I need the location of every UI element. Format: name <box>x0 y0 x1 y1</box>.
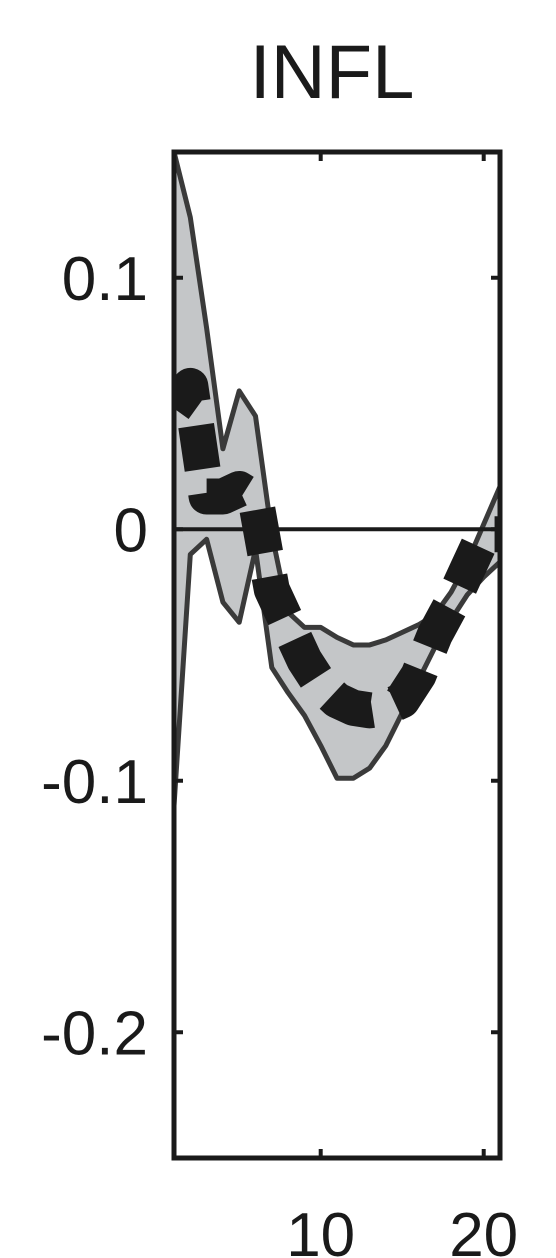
series-group <box>174 152 500 807</box>
y-tick-label: -0.2 <box>41 999 148 1068</box>
x-tick-label: 20 <box>449 1201 518 1258</box>
chart-title: INFL <box>250 30 415 115</box>
plot-area <box>174 152 500 807</box>
y-tick-label: 0 <box>114 496 148 565</box>
plot-frame <box>171 149 503 1161</box>
y-tick-label: 0.1 <box>62 245 148 314</box>
point-estimate-line <box>174 367 500 729</box>
upper-bound-line <box>174 152 500 648</box>
x-tick-label: 10 <box>286 1201 355 1258</box>
axes: 0.1 0 -0.1 -0.2 10 20 <box>41 149 518 1258</box>
y-tick-label: -0.1 <box>41 748 148 817</box>
